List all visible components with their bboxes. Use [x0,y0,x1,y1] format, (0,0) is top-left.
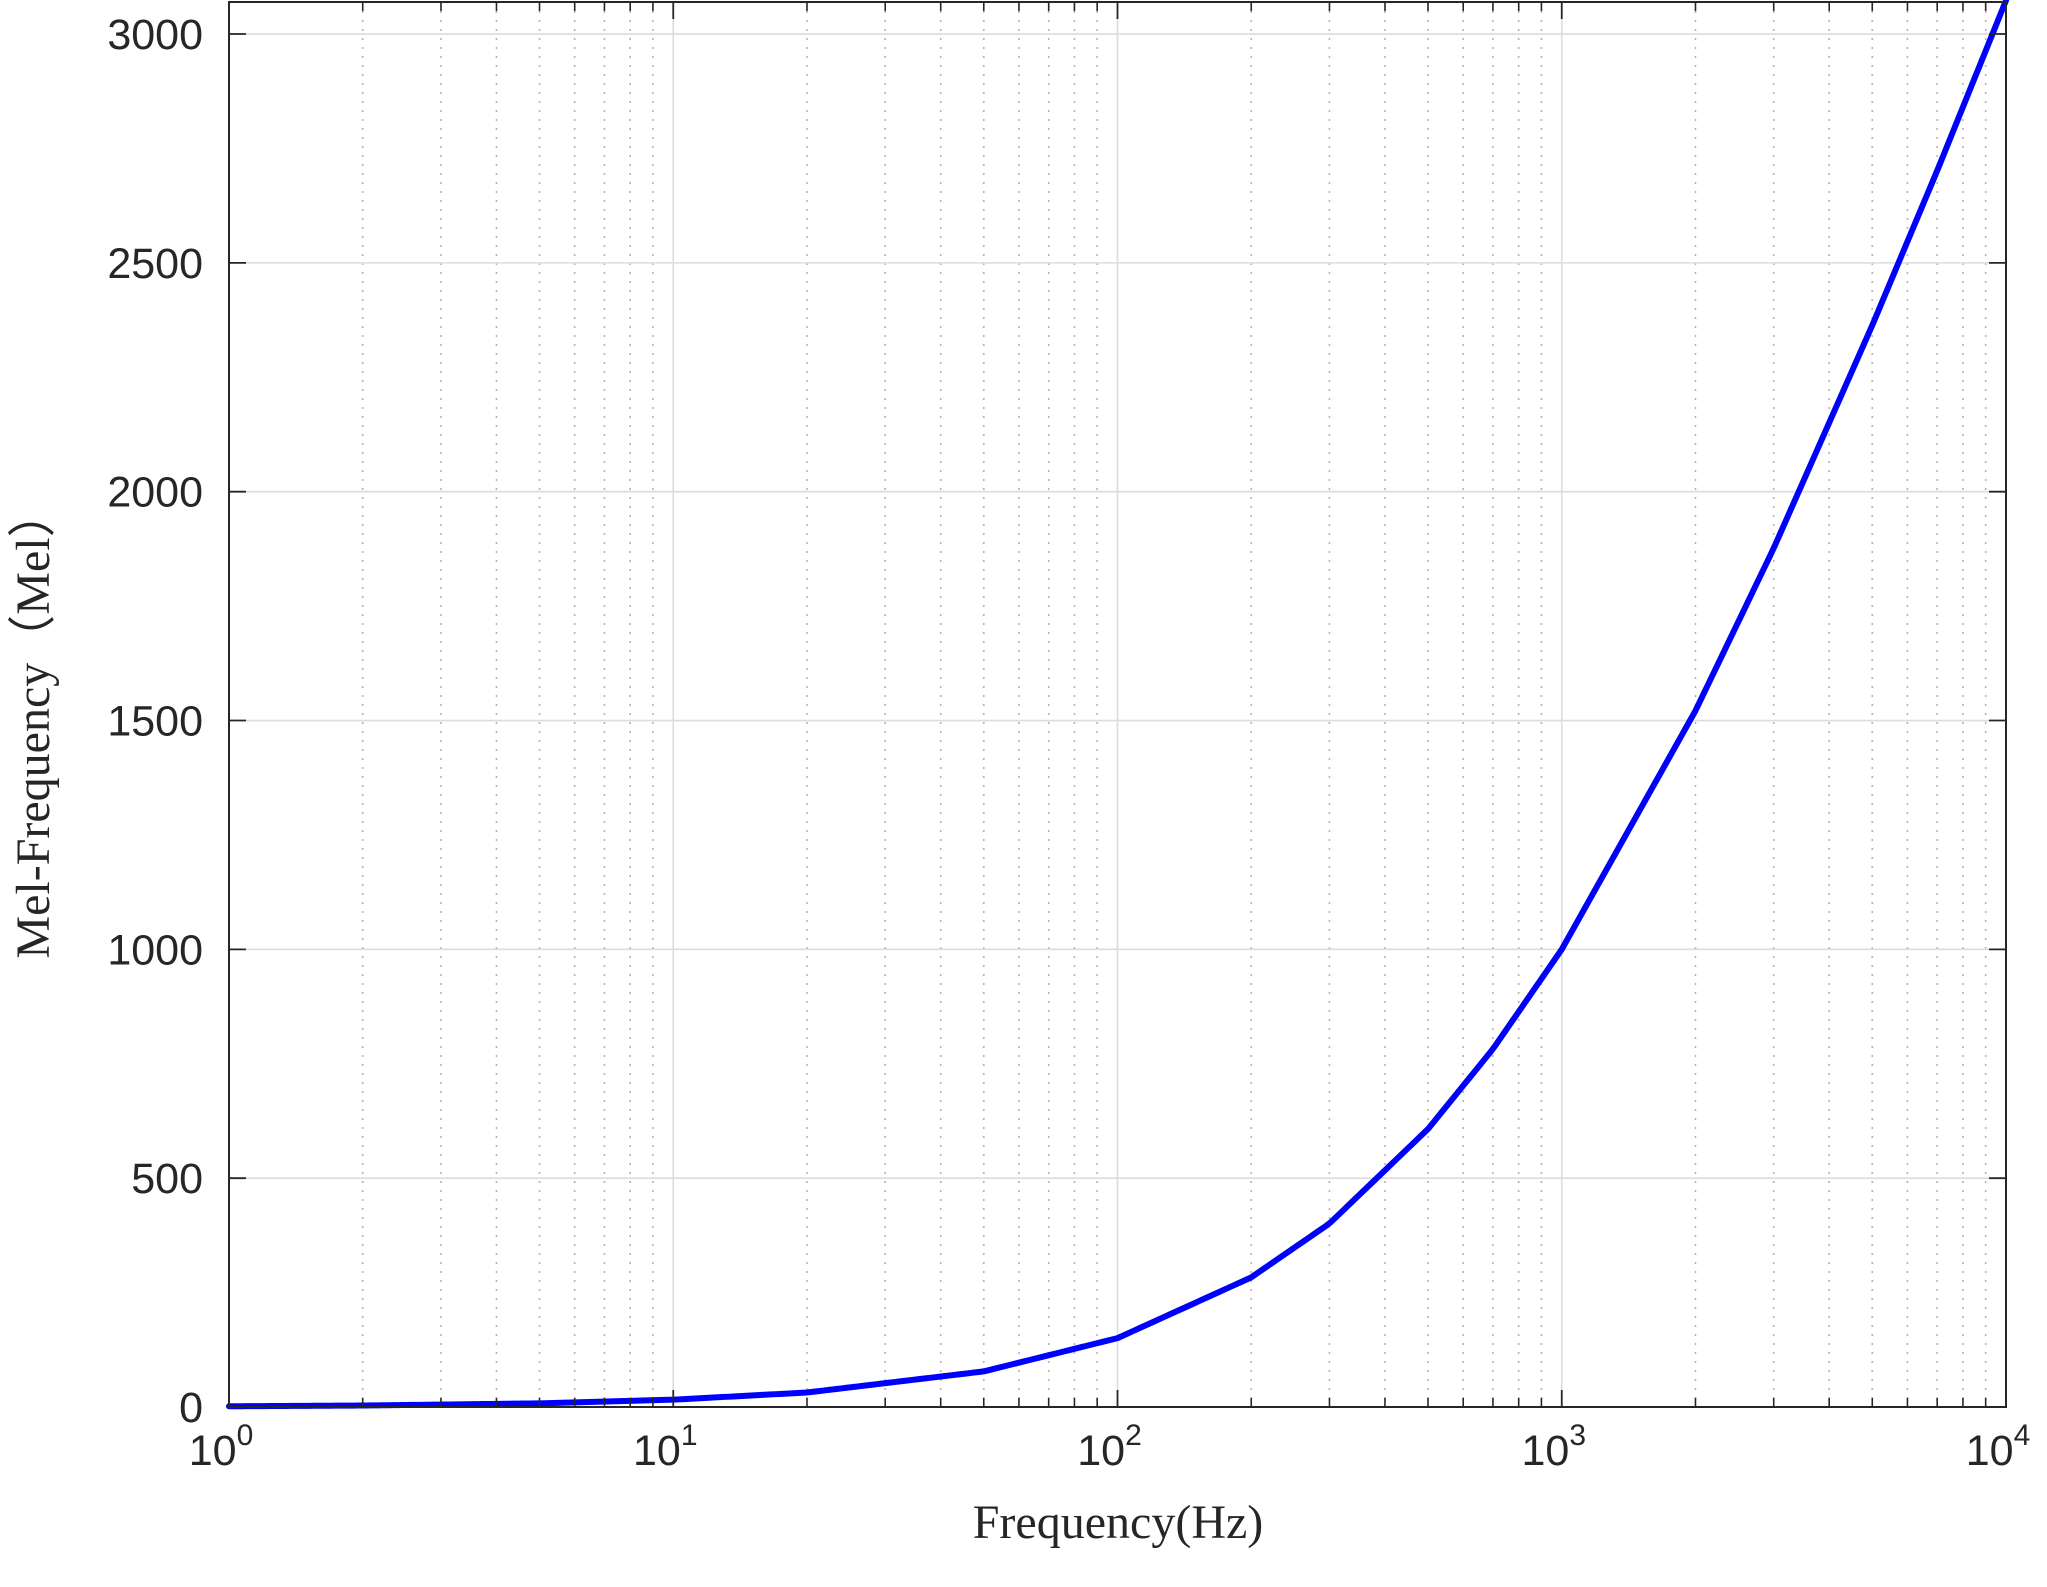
y-tick-label: 1000 [107,926,203,974]
x-tick-label: 103 [1521,1419,1586,1475]
y-tick-label: 3000 [107,11,203,59]
major-grid [228,2,2007,1407]
plot-area [226,0,2009,1410]
x-tick-label: 102 [1077,1419,1142,1475]
y-tick-label: 2000 [107,469,203,517]
x-axis-title: Frequency(Hz) [973,1496,1264,1549]
minor-grid [361,2,1987,1407]
x-axis-ticks: 100 101 102 103 104 [189,2,2031,1475]
y-tick-label: 2500 [107,240,203,288]
y-axis-title: Mel-Frequency（Mel） [7,489,60,958]
x-tick-label: 100 [189,1419,254,1475]
y-tick-label: 500 [131,1155,203,1203]
series-line [226,0,2009,1410]
y-tick-label: 1500 [107,698,203,746]
x-tick-label: 104 [1966,1419,2031,1475]
x-tick-label: 101 [633,1419,698,1475]
y-tick-label: 0 [179,1384,203,1432]
y-axis-ticks: 0 500 1000 1500 2000 2500 3000 [107,11,2006,1432]
